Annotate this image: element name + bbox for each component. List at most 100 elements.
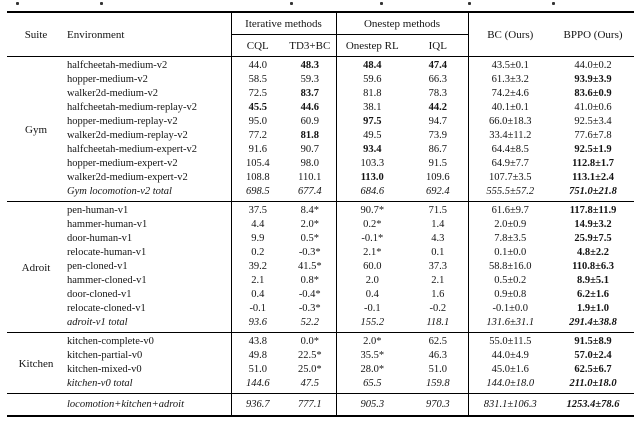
value-cell: 90.7 [284,143,337,157]
table-row: door-cloned-v1 0.4 -0.4* 0.4 1.6 0.9±0.8 6.2±1… [7,288,634,302]
value-cell: -0.3* [284,302,337,316]
value-cell: 777.1 [284,393,337,416]
environment-name: hopper-medium-v2 [65,73,232,87]
table-row: pen-cloned-v1 39.2 41.5* 60.0 37.3 58.8±16.0 1… [7,260,634,274]
value-cell: 751.0±21.8 [569,186,617,197]
value-cell: 22.5* [284,349,337,363]
table-row: hopper-medium-v2 58.5 59.3 59.6 66.3 61.3±3.2… [7,73,634,87]
environment-name: halfcheetah-medium-replay-v2 [65,101,232,115]
value-cell: 60.0 [363,261,382,272]
value-cell: -0.1±0.0 [492,303,529,314]
value-cell: 1.6 [408,288,469,302]
value-cell: 44.2 [408,101,469,115]
value-cell: 2.1* [363,247,382,258]
value-cell: 46.3 [408,349,469,363]
grand-total-section: locomotion+kitchen+adroit 936.7 777.1 905.3… [7,393,635,417]
table-row: relocate-human-v1 0.2 -0.3* 2.1* 0.1 0.1±0.0 4… [7,246,634,260]
value-cell: 110.1 [284,171,337,185]
value-cell: 108.8 [245,172,270,183]
table-row: adroit-v1 total 93.6 52.2 155.2 118.1 131.6±3… [7,316,634,333]
value-cell: -0.3* [284,246,337,260]
section-gym: Gym halfcheetah-medium-v2 44.0 48.3 48.4 47.4… [7,56,634,202]
table-row: halfcheetah-medium-expert-v2 91.6 90.7 93.4… [7,143,634,157]
value-cell: 0.2* [363,219,382,230]
value-cell: 74.2±4.6 [491,88,529,99]
value-cell: 25.9±7.5 [574,233,612,244]
value-cell: 62.5±6.7 [574,364,612,375]
value-cell: 37.5 [248,205,267,216]
value-cell: 97.5 [363,116,382,127]
table-row: relocate-cloned-v1 -0.1 -0.3* -0.1 -0.2 -0.1±… [7,302,634,316]
value-cell: 62.5 [408,332,469,349]
value-cell: 66.3 [408,73,469,87]
value-cell: 57.0±2.4 [574,350,612,361]
header-group-iterative-methods: Iterative methods [231,12,337,35]
table-row: hammer-human-v1 4.4 2.0* 0.2* 1.4 2.0±0.9 14.9… [7,218,634,232]
value-cell: 81.8 [363,88,382,99]
value-cell: 83.6±0.9 [574,88,612,99]
environment-name: door-human-v1 [65,232,232,246]
table-row: walker2d-medium-replay-v2 77.2 81.8 49.5 73.… [7,129,634,143]
environment-name: locomotion+kitchen+adroit [65,393,232,416]
section-kitchen: Kitchen kitchen-complete-v0 43.8 0.0* 2.0* 62… [7,332,635,394]
value-cell: 6.2±1.6 [577,289,610,300]
environment-name: walker2d-medium-v2 [65,87,232,101]
value-cell: -0.1* [361,233,384,244]
suite-label: Kitchen [18,358,54,370]
value-cell: 0.1 [408,246,469,260]
value-cell: 81.8 [284,129,337,143]
value-cell: 684.6 [360,186,385,197]
value-cell: 831.1±106.3 [483,399,537,410]
value-cell: 91.6 [248,144,267,155]
table-row: halfcheetah-medium-replay-v2 45.5 44.6 38.1… [7,101,634,115]
value-cell: 2.0* [284,218,337,232]
table-row: kitchen-partial-v0 49.8 22.5* 35.5* 46.3 44.0… [7,349,634,363]
value-cell: 73.9 [408,129,469,143]
value-cell: 48.4 [363,60,382,71]
group-header-row: Suite Environment Iterative methods Ones… [7,12,634,57]
value-cell: 0.4 [251,289,265,300]
value-cell: 0.8* [284,274,337,288]
suite-label-empty [7,394,65,417]
value-cell: 61.6±9.7 [491,205,529,216]
environment-name: hopper-medium-replay-v2 [65,115,232,129]
value-cell: 2.0* [363,336,382,347]
value-cell: 93.4 [363,144,382,155]
value-cell: 4.3 [408,232,469,246]
environment-name: adroit-v1 total [65,316,232,333]
table-row: Kitchen kitchen-complete-v0 43.8 0.0* 2.0* 62… [7,332,634,370]
value-cell: 91.5 [408,157,469,171]
value-cell: 60.9 [284,115,337,129]
environment-name: relocate-human-v1 [65,246,232,260]
environment-name: hammer-human-v1 [65,218,232,232]
value-cell: 2.0±0.9 [494,219,527,230]
table-row: hopper-medium-expert-v2 105.4 98.0 103.3 91.… [7,157,634,171]
environment-name: kitchen-partial-v0 [65,349,232,363]
value-cell: 44.0 [248,60,267,71]
value-cell: -0.1 [249,303,267,314]
table-header: Suite Environment Iterative methods Ones… [7,12,635,57]
value-cell: 44.0±0.2 [574,60,612,71]
value-cell: 118.1 [408,316,469,333]
header-suite: Suite [24,28,48,41]
environment-name: door-cloned-v1 [65,288,232,302]
environment-name: halfcheetah-medium-expert-v2 [65,143,232,157]
value-cell: 109.6 [408,171,469,185]
value-cell: 117.8±11.9 [569,205,617,216]
value-cell: 107.7±3.5 [489,172,532,183]
environment-name: hopper-medium-expert-v2 [65,157,232,171]
value-cell: 71.5 [408,201,469,218]
value-cell: 38.1 [363,102,382,113]
environment-name: pen-human-v1 [65,201,232,218]
value-cell: 7.8±3.5 [494,233,527,244]
value-cell: 40.1±0.1 [491,102,529,113]
environment-name: walker2d-medium-expert-v2 [65,171,232,185]
value-cell: 970.3 [408,393,469,416]
value-cell: 43.8 [248,336,267,347]
environment-name: relocate-cloned-v1 [65,302,232,316]
value-cell: 94.7 [408,115,469,129]
value-cell: 55.0±11.5 [489,336,532,347]
results-table: Suite Environment Iterative methods Ones… [7,11,635,417]
value-cell: 105.4 [245,158,270,169]
